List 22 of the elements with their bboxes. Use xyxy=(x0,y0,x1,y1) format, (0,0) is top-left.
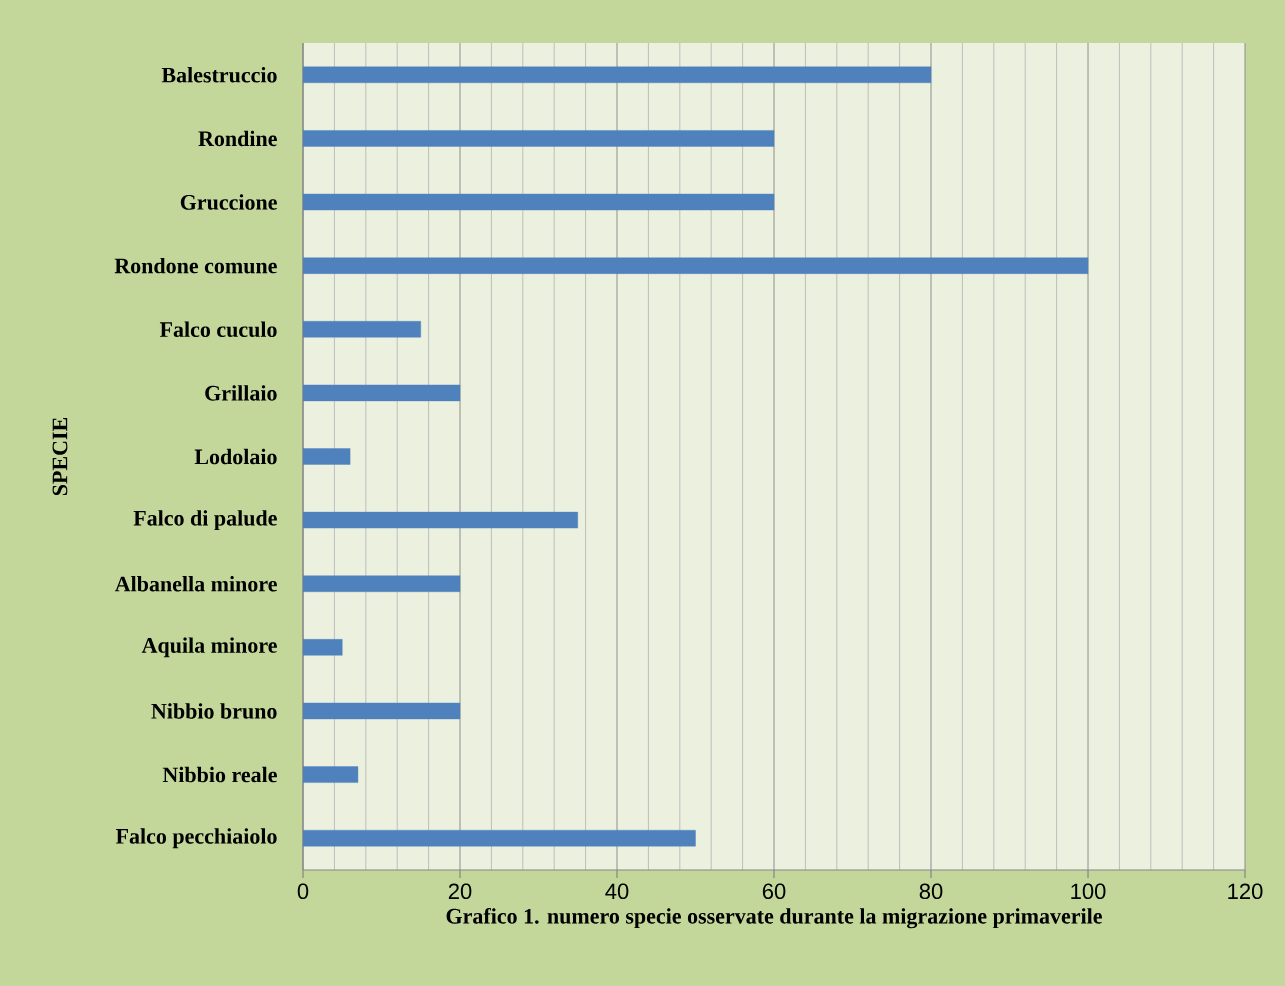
y-tick-label: Lodolaio xyxy=(194,448,277,465)
y-tick-label: Balestruccio xyxy=(161,67,277,83)
y-tick-label: Albanella minore xyxy=(114,576,277,592)
x-tick-label: 60 xyxy=(762,883,786,900)
x-tick-label: 120 xyxy=(1228,883,1263,900)
x-tick-label: 20 xyxy=(448,883,472,900)
y-tick-label: Nibbio bruno xyxy=(151,703,277,719)
x-tick-label: 0 xyxy=(297,883,309,900)
y-axis-title: SPECIE xyxy=(52,417,68,496)
y-tick-label: Nibbio reale xyxy=(162,766,277,783)
y-tick-label: Falco pecchiaiolo xyxy=(115,828,277,849)
y-tick-label: Grillaio xyxy=(205,385,277,401)
x-tick-label: 80 xyxy=(919,883,943,900)
y-tick-label: Aquila minore xyxy=(141,637,277,658)
y-tick-label: Gruccione xyxy=(180,194,277,210)
x-tick-label: 40 xyxy=(605,883,629,900)
y-tick-label: Falco di palude xyxy=(133,510,277,531)
y-tick-label: Falco cuculo xyxy=(159,321,277,338)
y-tick-label: Rondone comune xyxy=(114,257,277,274)
x-tick-label: 100 xyxy=(1071,883,1106,900)
y-tick-label: Rondine xyxy=(198,130,277,147)
x-axis-title: Grafico 1. numero specie osservate durante la migrazione primaverile xyxy=(446,907,1102,929)
